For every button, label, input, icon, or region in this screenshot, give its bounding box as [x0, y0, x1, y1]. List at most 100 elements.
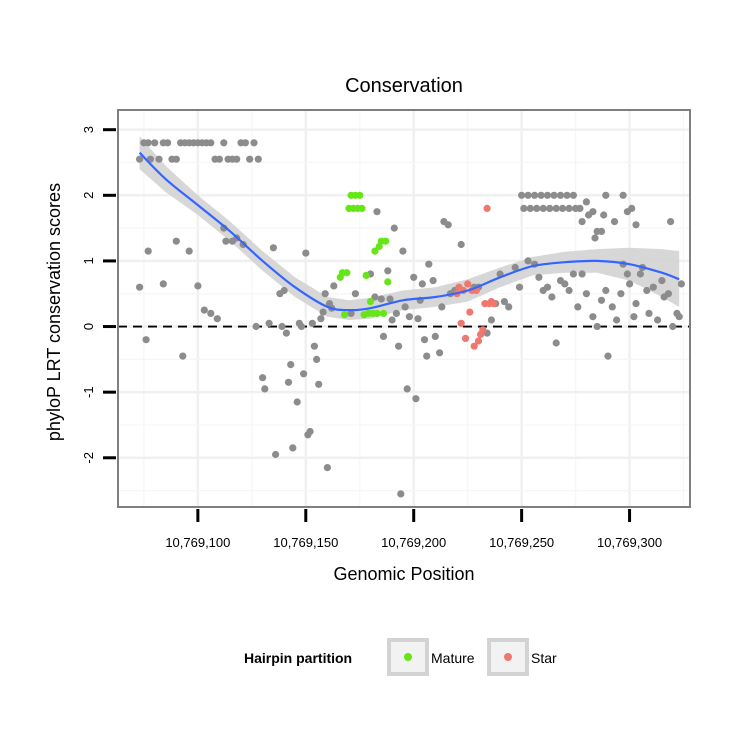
point-other	[269, 244, 277, 252]
point-other	[543, 283, 552, 291]
point-other	[632, 300, 640, 308]
point-other	[565, 286, 573, 295]
point-other	[429, 277, 437, 285]
point-other	[457, 240, 465, 249]
point-other	[619, 191, 627, 199]
point-other	[371, 293, 379, 301]
point-mature	[356, 191, 364, 199]
point-other	[623, 270, 632, 278]
point-other	[518, 191, 526, 199]
point-other	[630, 313, 638, 321]
point-other	[246, 155, 254, 163]
point-other	[395, 342, 403, 350]
point-other	[582, 290, 591, 298]
point-other	[297, 322, 306, 331]
point-other	[420, 336, 429, 344]
point-other	[533, 204, 541, 212]
point-other	[373, 208, 381, 216]
point-star	[464, 280, 472, 288]
point-other	[444, 221, 452, 229]
point-other	[418, 280, 426, 288]
point-other	[405, 313, 413, 321]
point-other	[524, 257, 532, 265]
point-other	[610, 218, 619, 226]
point-other	[677, 280, 686, 288]
point-other	[675, 313, 683, 321]
point-other	[300, 370, 308, 378]
point-other	[287, 361, 295, 369]
point-other	[563, 191, 571, 199]
point-other	[667, 218, 675, 226]
x-tick-label: 10,769,100	[165, 535, 230, 550]
point-other	[515, 283, 524, 291]
point-star	[470, 342, 478, 350]
point-other	[136, 283, 144, 291]
point-other	[379, 332, 388, 340]
point-star	[466, 308, 474, 316]
legend-key-mature	[404, 653, 412, 661]
point-other	[552, 339, 560, 347]
point-other	[582, 198, 591, 206]
point-star	[490, 300, 498, 308]
point-other	[636, 270, 645, 278]
x-axis-label: Genomic Position	[333, 564, 474, 584]
point-other	[144, 247, 152, 255]
point-other	[431, 332, 439, 340]
y-tick-label: -1	[81, 386, 96, 398]
point-other	[351, 290, 359, 298]
point-other	[313, 355, 321, 363]
point-other	[539, 204, 547, 212]
point-other	[172, 237, 180, 245]
point-other	[578, 218, 586, 226]
point-other	[207, 309, 215, 317]
point-other	[548, 293, 556, 301]
point-other	[591, 234, 599, 242]
point-other	[669, 322, 677, 331]
point-other	[272, 450, 280, 459]
point-other	[388, 316, 396, 324]
point-other	[511, 263, 519, 272]
point-other	[259, 374, 267, 382]
point-other	[626, 280, 634, 288]
point-other	[399, 247, 407, 255]
point-other	[315, 380, 323, 388]
point-other	[552, 204, 560, 212]
point-other	[632, 221, 640, 229]
point-other	[317, 315, 325, 323]
point-other	[569, 270, 578, 278]
point-star	[483, 204, 491, 212]
legend-label-star: Star	[531, 650, 557, 666]
x-tick-label: 10,769,150	[273, 535, 338, 550]
point-other	[526, 204, 534, 212]
point-other	[220, 139, 228, 147]
point-other	[401, 303, 409, 311]
point-other	[151, 139, 159, 147]
legend-item-mature: Mature	[387, 638, 475, 676]
point-other	[487, 316, 495, 324]
y-axis-ticks: -2 -1 0 1 2 3	[81, 126, 116, 464]
plot-border	[117, 109, 691, 508]
point-other	[321, 290, 329, 298]
point-other	[185, 247, 193, 255]
point-other	[164, 139, 172, 147]
point-other	[261, 385, 269, 393]
point-other	[589, 313, 597, 321]
point-other	[649, 283, 657, 291]
point-other	[265, 319, 273, 327]
point-other	[602, 286, 610, 295]
point-mature	[362, 271, 370, 279]
point-other	[213, 315, 221, 323]
point-other	[578, 270, 586, 278]
legend: Hairpin partition Mature Star	[244, 638, 557, 676]
point-other	[386, 295, 394, 303]
point-other	[543, 191, 552, 199]
point-other	[384, 267, 392, 275]
point-other	[654, 316, 662, 324]
point-other	[537, 191, 545, 199]
point-mature	[366, 298, 375, 306]
point-other	[500, 298, 508, 306]
point-other	[280, 286, 288, 295]
gridlines	[118, 110, 690, 507]
legend-item-star: Star	[487, 638, 557, 676]
